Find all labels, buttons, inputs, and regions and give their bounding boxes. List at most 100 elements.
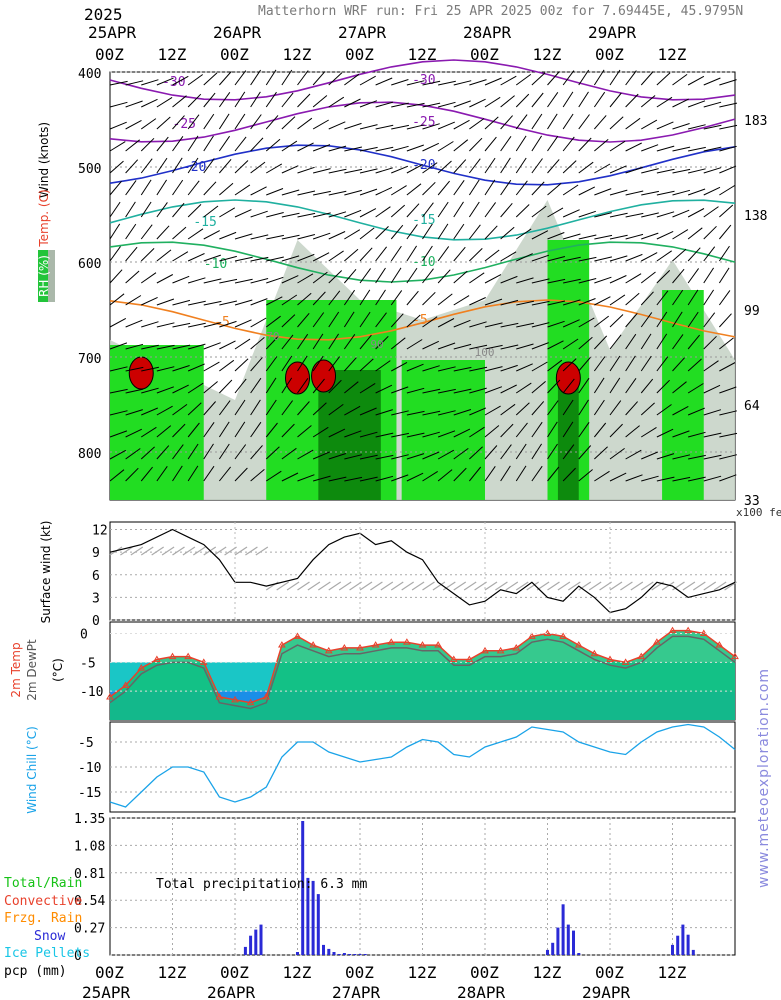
altitude-tick-label: 64 — [744, 399, 760, 414]
wind-barb — [703, 312, 716, 328]
wind-barb — [719, 410, 738, 416]
precip-frame — [109, 817, 736, 956]
top-hour-label: 00Z — [345, 45, 374, 64]
temp-marker — [731, 652, 739, 660]
wind-barb — [594, 256, 613, 262]
wind-barb — [125, 159, 139, 174]
wind-barb — [312, 232, 331, 240]
wind-barb — [328, 379, 342, 394]
wind-barb — [390, 185, 407, 196]
wind-barb — [516, 300, 535, 306]
wind-barb — [719, 165, 737, 174]
precip-bar — [342, 953, 346, 955]
surface-wind-barb — [213, 546, 227, 556]
wind-barb — [406, 339, 423, 350]
wind-barb — [390, 267, 402, 284]
wind-barb — [547, 320, 565, 328]
wind-barb — [250, 234, 269, 240]
wind-barb — [344, 454, 363, 460]
surface-wind-barb — [307, 581, 321, 591]
surface-wind-tick-label: 9 — [92, 546, 100, 561]
wind-barb — [187, 443, 199, 460]
precip-bar — [686, 934, 690, 955]
precip-bar — [551, 942, 555, 955]
wind-barb — [453, 100, 471, 108]
wind-barb — [484, 274, 502, 284]
surface-wind-barb — [161, 546, 175, 556]
wind-barb — [562, 378, 575, 394]
temp-marker — [184, 652, 193, 660]
wind-barb — [219, 207, 236, 218]
wind-barb — [391, 361, 408, 372]
wind-barb — [515, 73, 532, 86]
altitude-tick-label: 138 — [744, 209, 767, 224]
wind-barb — [359, 268, 372, 284]
wind-barb — [672, 229, 689, 240]
top-hour-label: 00Z — [595, 45, 624, 64]
precip-bar — [566, 924, 570, 955]
wind-barb — [500, 403, 516, 416]
surface-wind-frame — [109, 521, 736, 621]
wind-barb — [281, 423, 295, 438]
wind-barb — [141, 387, 159, 394]
wind-barb — [516, 343, 534, 350]
wind-barb — [469, 118, 485, 130]
surface-wind-axis-label: Surface wind (kt) — [39, 521, 53, 624]
wind-barb — [687, 311, 699, 328]
pressure-tick-label: 700 — [78, 352, 101, 367]
wind-barb — [203, 443, 214, 460]
wind-barb — [141, 344, 159, 350]
wind-barb — [328, 145, 347, 152]
wind-barb — [328, 476, 347, 482]
wind-barb — [218, 443, 230, 460]
wind-barb — [656, 168, 675, 174]
wind-barb — [359, 188, 378, 196]
top-hour-label: 12Z — [283, 45, 312, 64]
wind-barb — [500, 157, 511, 174]
isotherm-label: -15 — [193, 215, 216, 230]
wind-barb — [140, 248, 155, 262]
wind-barb — [344, 430, 362, 438]
surface-wind-barb — [453, 581, 467, 591]
wind-barb — [250, 298, 268, 306]
wind-barb — [281, 92, 294, 108]
wind-barb — [562, 233, 581, 240]
surface-wind-tick-label: 12 — [92, 524, 108, 539]
wind-barb — [234, 136, 247, 152]
wind-barb — [500, 226, 515, 240]
temp-tick-label: -10 — [80, 685, 103, 700]
isotherm-label: -15 — [412, 213, 435, 228]
wind-barb — [594, 470, 610, 482]
wind-barb — [640, 95, 656, 108]
windchill-axis-label: Wind Chill (°C) — [25, 726, 39, 814]
wind-barb — [625, 333, 637, 350]
wind-barb — [203, 322, 222, 328]
wind-barb — [250, 186, 267, 196]
wind-barb — [172, 226, 187, 240]
wind-barb — [625, 166, 643, 174]
wind-barb — [531, 230, 549, 240]
wind-barb — [672, 476, 691, 482]
surface-wind-barb — [609, 581, 623, 591]
wind-barb — [719, 454, 738, 460]
wind-barb — [531, 401, 545, 416]
temp-marker — [574, 641, 583, 648]
surface-wind-barb — [661, 581, 675, 591]
wind-barb — [719, 474, 737, 482]
surface-wind-tick-label: 6 — [92, 569, 100, 584]
wind-barb — [531, 254, 550, 262]
wind-barb — [453, 246, 466, 262]
surface-wind-barb — [703, 581, 717, 591]
wind-barb — [469, 321, 487, 328]
wind-barb — [703, 167, 722, 174]
wind-barb — [718, 245, 730, 262]
wind-barb — [625, 425, 640, 438]
wind-barb — [422, 291, 436, 306]
surface-wind-barb — [672, 581, 685, 591]
surface-wind-barb — [297, 581, 310, 591]
surface-wind-barb — [640, 581, 654, 591]
legend-total: Total/Rain — [4, 876, 82, 891]
temp-marker — [121, 681, 130, 688]
wind-barb — [687, 227, 703, 240]
